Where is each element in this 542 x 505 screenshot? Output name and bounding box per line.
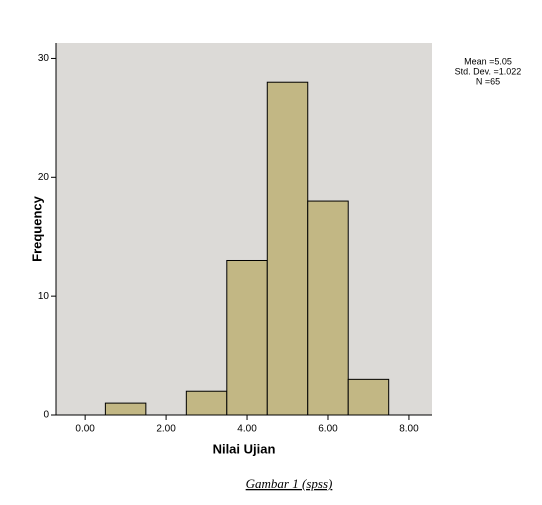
marks: [104, 81, 390, 416]
x-tick-label: 0.00: [75, 424, 95, 435]
x-tick-label: 2.00: [156, 424, 176, 435]
y-tick-label: 20: [38, 172, 50, 183]
bar: [347, 378, 390, 416]
bar: [226, 259, 268, 416]
bar: [104, 402, 147, 416]
x-tick-label: 8.00: [399, 424, 419, 435]
x-tick-label: 6.00: [318, 424, 338, 435]
y-tick-label: 0: [43, 410, 49, 421]
stat-sd: Std. Dev. =1.022: [455, 66, 522, 76]
x-axis-title: Nilai Ujian: [213, 441, 276, 456]
bar: [185, 390, 228, 416]
stat-mean: Mean =5.05: [464, 56, 512, 66]
y-tick-label: 30: [38, 53, 50, 64]
stat-n: N =65: [476, 76, 500, 86]
bar: [266, 81, 309, 416]
y-tick-label: 10: [38, 291, 50, 302]
x-tick-label: 4.00: [237, 424, 257, 435]
y-axis-title: Frequency: [29, 195, 44, 262]
caption: Gambar 1 (spss): [246, 476, 333, 491]
bar: [307, 200, 349, 416]
